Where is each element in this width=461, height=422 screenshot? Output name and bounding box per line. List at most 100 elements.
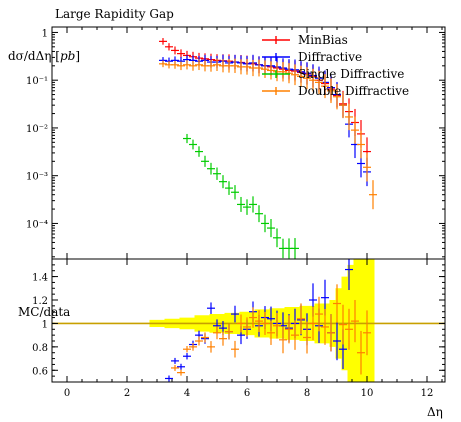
ratio-point <box>345 259 353 291</box>
main-point <box>171 60 179 69</box>
main-point <box>243 199 251 215</box>
ratio-point <box>183 346 191 353</box>
main-point <box>201 155 209 167</box>
ratio-point <box>183 353 191 360</box>
y-axis-label-main: dσ/dΔη [pb] <box>8 49 80 63</box>
ratio-point <box>207 302 215 314</box>
ratio-point <box>339 304 347 345</box>
ratio-point <box>249 307 257 328</box>
ratio-point <box>177 369 185 376</box>
ratio-point <box>171 357 179 364</box>
main-point <box>255 205 263 223</box>
main-point <box>297 65 305 88</box>
main-point <box>225 181 233 195</box>
ratio-point <box>303 321 311 354</box>
chart-title: Large Rapidity Gap <box>55 7 174 21</box>
main-frame <box>51 26 446 260</box>
y-main-tick-label: 10⁻⁴ <box>26 219 48 230</box>
main-point <box>189 139 197 150</box>
ratio-point <box>315 296 323 332</box>
ratio-point <box>357 330 365 375</box>
main-point <box>231 58 239 73</box>
ratio-point <box>333 284 341 323</box>
main-point <box>159 38 167 45</box>
ratio-point <box>177 363 185 370</box>
ratio-point <box>363 310 371 356</box>
main-point <box>309 68 317 92</box>
y-main-tick-label: 10⁻³ <box>26 172 48 183</box>
main-point <box>285 63 293 84</box>
ratio-point <box>321 309 329 345</box>
main-point <box>207 59 215 72</box>
ratio-series-double-diffractive <box>171 284 371 376</box>
ratio-point <box>333 321 341 361</box>
main-point <box>219 175 227 189</box>
ratio-point <box>219 331 227 346</box>
ratio-point <box>225 323 233 340</box>
main-point <box>207 162 215 175</box>
main-point <box>261 214 269 233</box>
legend-label: Double Diffractive <box>298 84 409 98</box>
main-point <box>273 228 281 248</box>
ratio-point <box>237 314 245 333</box>
ratio-point <box>291 320 299 350</box>
main-point <box>183 60 191 70</box>
main-point <box>369 180 377 210</box>
ratio-point <box>189 343 197 351</box>
ratio-panel <box>52 259 445 382</box>
main-point <box>237 196 245 212</box>
y-main-tick-label: 1 <box>42 28 48 39</box>
main-point <box>351 116 359 144</box>
y-main-tick-label: 10⁻¹ <box>26 76 48 87</box>
y-main-tick-label: 10⁻² <box>26 124 48 135</box>
ratio-point <box>327 314 335 352</box>
main-point <box>165 43 173 51</box>
x-axis-label: Δη <box>427 405 443 419</box>
y-ratio-tick-label: 1 <box>42 319 48 330</box>
main-point <box>183 133 191 144</box>
main-point <box>267 61 275 80</box>
main-point <box>171 46 179 55</box>
main-series-double-diffractive <box>159 58 377 210</box>
main-series-single-diffractive <box>183 133 299 259</box>
main-point <box>315 70 323 95</box>
main-point <box>213 167 221 180</box>
ratio-point <box>345 308 353 350</box>
main-point <box>291 64 299 86</box>
ratio-point <box>201 332 209 343</box>
main-point <box>177 49 185 58</box>
ratio-point <box>231 305 239 323</box>
main-point <box>243 59 251 75</box>
ratio-point <box>297 303 305 335</box>
main-point <box>231 185 239 200</box>
main-point <box>255 59 263 77</box>
legend-label: Single Diffractive <box>298 67 404 81</box>
y-axis-label-ratio: MC/data <box>18 305 70 319</box>
ratio-point <box>273 312 281 339</box>
ratio-point <box>309 306 317 341</box>
ratio-point <box>165 375 173 382</box>
ratio-frame <box>51 258 446 383</box>
main-point <box>159 60 167 68</box>
ratio-point <box>243 317 251 337</box>
ratio-point <box>255 310 263 332</box>
main-point <box>195 59 203 71</box>
ratio-point <box>267 320 275 345</box>
main-point <box>279 62 287 82</box>
main-point <box>333 84 341 110</box>
main-point <box>177 61 185 71</box>
x-tick-label: 10 <box>361 388 374 399</box>
x-tick-label: 4 <box>184 388 190 399</box>
main-point <box>339 92 347 119</box>
ratio-point <box>261 311 269 335</box>
main-point <box>249 196 257 213</box>
main-point <box>327 78 335 104</box>
main-point <box>189 60 197 71</box>
x-tick-label: 6 <box>244 388 250 399</box>
y-ratio-tick-label: 0.6 <box>32 366 48 377</box>
main-panel <box>159 38 377 259</box>
main-point <box>261 60 269 78</box>
main-point <box>357 130 365 159</box>
main-point <box>195 146 203 157</box>
